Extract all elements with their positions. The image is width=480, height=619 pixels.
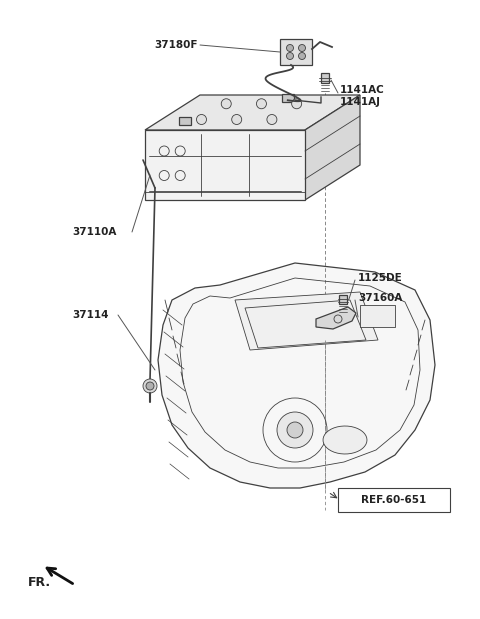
Circle shape [287,45,293,51]
Polygon shape [145,95,360,130]
Text: 37110A: 37110A [72,227,116,237]
Text: 1141AJ: 1141AJ [340,97,381,107]
Circle shape [292,99,301,109]
Circle shape [146,382,154,390]
Text: FR.: FR. [28,576,51,589]
Text: 1125DE: 1125DE [358,273,403,283]
Circle shape [287,422,303,438]
Polygon shape [339,295,347,304]
Polygon shape [316,307,356,329]
Polygon shape [282,94,294,102]
Polygon shape [321,73,329,83]
Polygon shape [280,39,312,65]
Text: 1141AC: 1141AC [340,85,385,95]
Polygon shape [235,292,378,350]
Text: 37180F: 37180F [155,40,198,50]
FancyBboxPatch shape [338,488,450,512]
Polygon shape [323,426,367,454]
Circle shape [267,115,277,124]
Circle shape [277,412,313,448]
Polygon shape [158,263,435,488]
Circle shape [196,115,206,124]
Text: 37114: 37114 [72,310,108,320]
Circle shape [287,53,293,59]
Polygon shape [179,117,191,125]
Circle shape [299,45,305,51]
Polygon shape [305,95,360,200]
FancyBboxPatch shape [360,305,395,327]
Circle shape [143,379,157,393]
Circle shape [221,99,231,109]
Circle shape [232,115,242,124]
Circle shape [299,53,305,59]
Text: 37160A: 37160A [358,293,402,303]
Text: REF.60-651: REF.60-651 [361,495,427,505]
Circle shape [256,99,266,109]
Polygon shape [145,130,305,200]
